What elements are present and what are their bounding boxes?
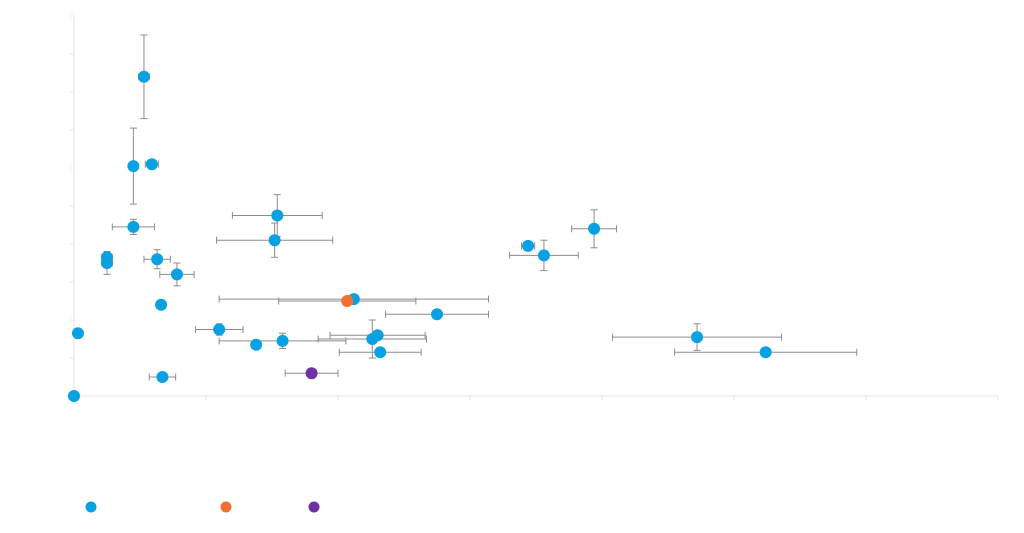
data-point-series-3 bbox=[305, 367, 318, 380]
data-point-series-1 bbox=[271, 209, 284, 222]
data-point-series-1 bbox=[588, 222, 601, 235]
data-point-series-1 bbox=[431, 308, 443, 321]
data-point-series-1 bbox=[127, 160, 140, 173]
data-point-series-1 bbox=[691, 331, 704, 344]
data-point-series-1 bbox=[276, 334, 289, 347]
legend bbox=[85, 501, 320, 513]
data-point-series-1 bbox=[374, 346, 387, 359]
legend-marker-series-1 bbox=[85, 501, 97, 513]
data-point-series-1 bbox=[71, 327, 84, 340]
data-points bbox=[68, 70, 772, 402]
data-point-series-1 bbox=[68, 390, 80, 402]
data-point-series-1 bbox=[151, 253, 164, 266]
data-point-series-1 bbox=[537, 249, 550, 262]
legend-marker-series-2 bbox=[220, 501, 232, 513]
data-point-series-1 bbox=[145, 158, 158, 171]
data-point-series-1 bbox=[156, 371, 169, 383]
data-point-series-1 bbox=[371, 329, 384, 342]
legend-marker-series-3 bbox=[308, 501, 320, 513]
data-point-series-1 bbox=[137, 70, 150, 83]
data-point-series-1 bbox=[250, 338, 263, 351]
axes bbox=[70, 15, 999, 400]
data-point-series-1 bbox=[101, 251, 113, 264]
data-point-series-1 bbox=[759, 346, 772, 359]
data-point-series-1 bbox=[155, 298, 168, 311]
data-point-series-1 bbox=[213, 323, 226, 336]
data-point-series-1 bbox=[522, 239, 535, 252]
data-point-series-2 bbox=[341, 295, 354, 307]
data-point-series-1 bbox=[127, 220, 140, 233]
data-point-series-1 bbox=[268, 234, 281, 247]
data-point-series-1 bbox=[170, 268, 183, 281]
